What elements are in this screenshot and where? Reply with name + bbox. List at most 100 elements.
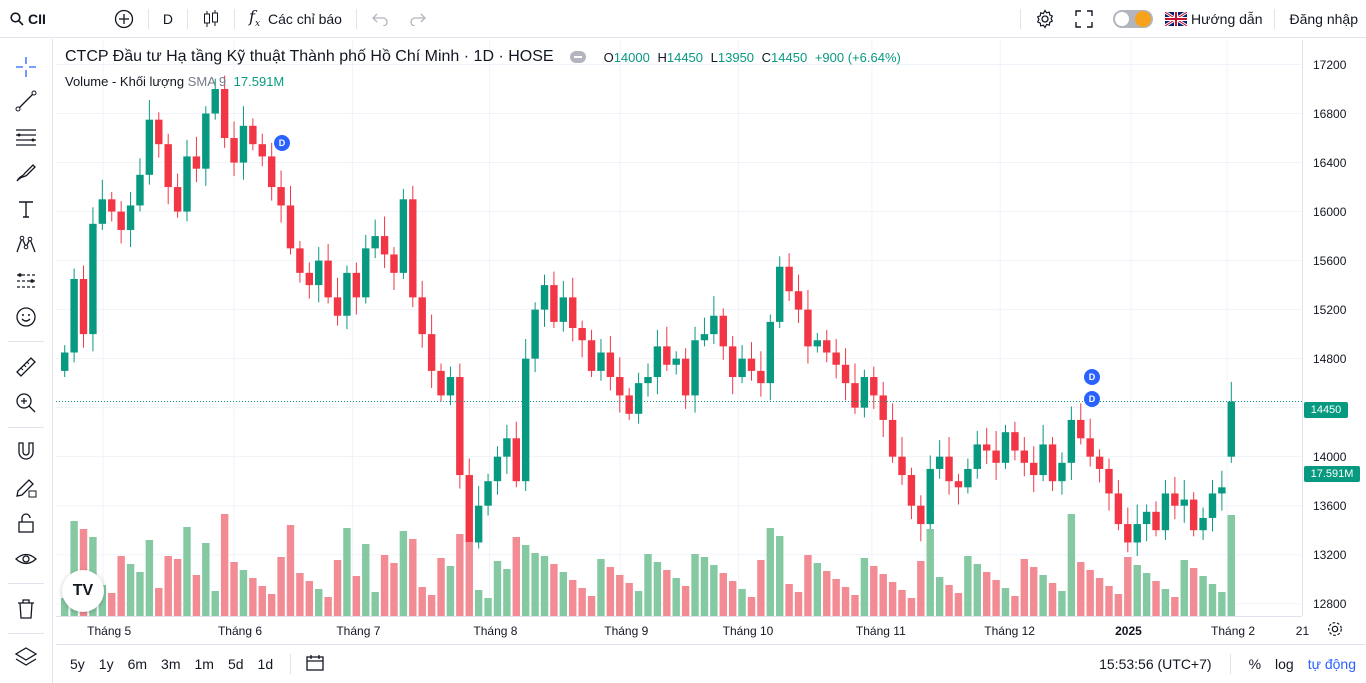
range-button-5d[interactable]: 5d [227, 656, 244, 672]
logo-text: TV [72, 582, 94, 599]
volume-bar [616, 575, 624, 616]
low-label: L [710, 49, 718, 65]
fullscreen-icon [1075, 9, 1093, 28]
volume-bar [305, 581, 314, 616]
range-button-1m[interactable]: 1m [194, 656, 214, 672]
volume-bar [992, 580, 1000, 616]
login-button[interactable]: Đăng nhập [1279, 0, 1366, 38]
candle-body [98, 199, 107, 224]
forecast-tool[interactable] [12, 267, 40, 295]
volume-bar [145, 540, 154, 616]
candle-body [503, 438, 511, 457]
divider [234, 8, 236, 29]
candle-body [597, 352, 605, 371]
dividend-marker[interactable]: D [274, 135, 290, 151]
volume-bar [61, 598, 69, 616]
lock-all-tool[interactable] [12, 509, 40, 537]
pattern-tool[interactable] [12, 231, 40, 259]
volume-bar [399, 531, 408, 616]
volume-bar [879, 574, 887, 616]
clock[interactable]: 15:53:56 (UTC+7) [1099, 656, 1212, 672]
volume-bar [945, 585, 953, 616]
candle-body [719, 315, 727, 347]
candle-body [192, 156, 201, 169]
range-button-3m[interactable]: 3m [161, 656, 181, 672]
symbol-label: CII [28, 10, 46, 27]
fullscreen-button[interactable] [1065, 0, 1103, 38]
dividend-marker[interactable]: D [1084, 391, 1100, 407]
percent-toggle[interactable]: % [1248, 656, 1262, 672]
redo-button[interactable] [399, 0, 437, 38]
tradingview-logo[interactable]: TV [62, 570, 104, 612]
help-label: Hướng dẫn [1191, 10, 1263, 27]
volume-bar [456, 534, 464, 616]
fx-icon: fx [249, 7, 261, 30]
dividend-marker[interactable]: D [1084, 369, 1100, 385]
candle-body [907, 475, 916, 506]
price-tick-label: 13200 [1313, 547, 1347, 562]
volume-bar [766, 528, 775, 616]
volume-bar [794, 592, 803, 616]
measure-tool[interactable] [12, 353, 40, 381]
undo-button[interactable] [361, 0, 399, 38]
fib-tool[interactable] [12, 123, 40, 151]
indicators-button[interactable]: fx Các chỉ báo [239, 0, 352, 38]
volume-bar [380, 555, 389, 616]
volume-bar [1218, 592, 1226, 616]
price-chart[interactable] [56, 40, 1302, 616]
divider [1020, 8, 1021, 29]
volume-bar [728, 581, 737, 616]
search-icon [10, 11, 24, 26]
price-axis[interactable]: 1720016800164001600015600152001480014400… [1302, 40, 1366, 616]
text-tool[interactable] [12, 195, 40, 223]
chart-type-button[interactable] [192, 0, 230, 38]
axis-settings-button[interactable] [1326, 620, 1346, 640]
volume-bar [681, 586, 690, 616]
volume-bar [267, 594, 276, 616]
magnet-icon [18, 442, 34, 460]
candle-body [1011, 432, 1019, 451]
auto-toggle[interactable]: tự động [1307, 656, 1356, 672]
range-button-6m[interactable]: 6m [127, 656, 148, 672]
interval-button[interactable]: D [153, 0, 183, 38]
candle-body [832, 352, 840, 365]
range-button-1y[interactable]: 1y [98, 656, 114, 672]
hide-drawings-tool[interactable] [12, 545, 40, 573]
range-button-5y[interactable]: 5y [70, 656, 85, 672]
candle-body [211, 89, 219, 114]
theme-toggle[interactable] [1113, 9, 1153, 28]
brush-tool[interactable] [12, 159, 40, 187]
candle-body [794, 291, 803, 310]
crosshair-tool[interactable] [12, 53, 40, 81]
object-tree-tool[interactable] [12, 643, 40, 671]
text-icon [19, 201, 33, 218]
volume-bar [1180, 560, 1188, 616]
volume-bar [1105, 586, 1113, 616]
candle-body [108, 199, 116, 212]
zoom-tool[interactable] [12, 389, 40, 417]
legend-toggle-icon[interactable] [569, 51, 586, 63]
volume-bar [503, 569, 511, 616]
candle-body [1048, 444, 1057, 482]
date-range-button[interactable] [295, 654, 335, 675]
candle-body [1171, 493, 1179, 506]
ohlc-values: O14000 H14450 L13950 C14450 +900 (+6.64%… [604, 50, 901, 65]
volume-label: Volume - Khối lượng [65, 74, 185, 89]
settings-button[interactable] [1025, 0, 1065, 38]
icons-tool[interactable] [12, 303, 40, 331]
candle-body [1199, 517, 1207, 531]
trend-line-tool[interactable] [12, 87, 40, 115]
remove-drawings-tool[interactable] [12, 595, 40, 623]
compare-add-button[interactable] [104, 0, 144, 38]
symbol-search-button[interactable]: CII [0, 0, 56, 38]
magnet-tool[interactable] [12, 437, 40, 465]
time-axis[interactable]: Tháng 5 Tháng 6 Tháng 7 Tháng 8 Tháng 9 Tháng… [56, 616, 1309, 644]
help-button[interactable]: Hướng dẫn [1163, 0, 1270, 38]
candle-body [1095, 456, 1104, 469]
lock-drawing-tool[interactable] [12, 473, 40, 501]
volume-bar [1171, 597, 1179, 616]
price-tick-label: 12800 [1313, 596, 1347, 611]
log-toggle[interactable]: log [1275, 656, 1294, 672]
volume-bar [634, 591, 643, 616]
range-button-1d[interactable]: 1d [257, 656, 274, 672]
